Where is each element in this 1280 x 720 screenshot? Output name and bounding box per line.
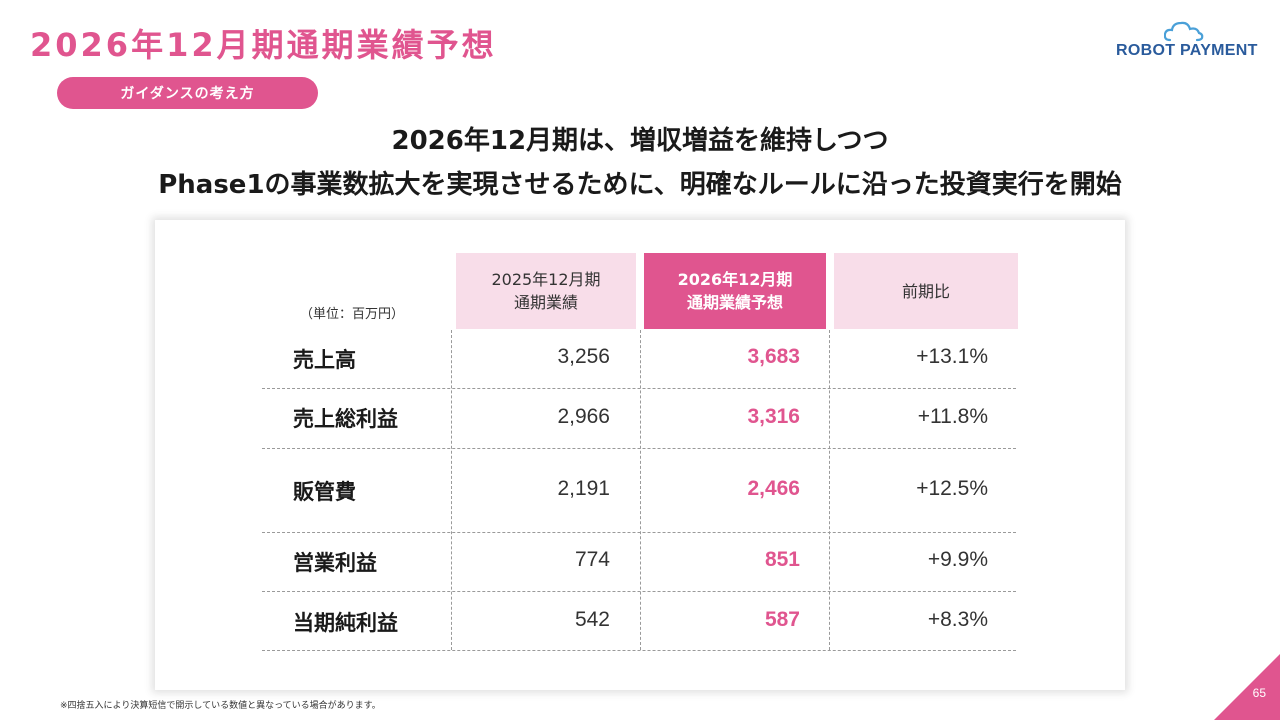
headline-line-2: Phase1の事業数拡大を実現させるために、明確なルールに沿った投資実行を開始 [158, 170, 1122, 200]
cell-fy2026: 3,683 [747, 345, 800, 368]
column-header-line: 前期比 [901, 281, 950, 301]
cell-yoy: +11.8% [917, 405, 988, 428]
cell-yoy: +13.1% [916, 345, 988, 368]
row-divider [262, 532, 1016, 533]
corner-triangle-decoration [1214, 654, 1280, 720]
cell-yoy: +9.9% [927, 548, 988, 571]
cell-yoy: +12.5% [916, 477, 988, 500]
unit-label: （単位：百万円） [300, 307, 405, 322]
row-label-sales: 売上高 [293, 348, 356, 372]
footnote: ※四捨五入により決算短信で開示している数値と異なっている場合があります。 [60, 701, 381, 711]
cell-fy2025: 3,256 [557, 345, 610, 368]
row-label-sga: 販管費 [293, 480, 356, 504]
row-divider [262, 591, 1016, 592]
cell-fy2026: 851 [764, 548, 800, 571]
logo-text: ROBOT PAYMENT [1116, 42, 1258, 59]
cell-fy2025: 542 [574, 608, 610, 631]
row-label-gross-profit: 売上総利益 [293, 407, 398, 431]
column-divider [829, 330, 830, 650]
row-divider [262, 388, 1016, 389]
row-label-net-income: 当期純利益 [293, 611, 398, 635]
page-number: 65 [1252, 686, 1266, 700]
column-header-line: 通期業績 [513, 293, 578, 312]
column-divider [451, 330, 452, 650]
column-divider [640, 330, 641, 650]
row-label-operating-profit: 営業利益 [293, 551, 377, 575]
cell-fy2025: 2,191 [557, 477, 610, 500]
column-header-yoy: 前期比 [834, 253, 1018, 329]
headline-line-1: 2026年12月期は、増収増益を維持しつつ [391, 126, 889, 156]
cloud-icon [1164, 21, 1204, 42]
cell-fy2026: 587 [764, 608, 800, 631]
cell-fy2025: 774 [574, 548, 610, 571]
column-header-line: 2025年12月期 [491, 270, 601, 289]
page-title: 2026年12月期通期業績予想 [30, 26, 497, 64]
cell-fy2026: 2,466 [747, 477, 800, 500]
cell-fy2026: 3,316 [747, 405, 800, 428]
company-logo: ROBOT PAYMENT [1112, 20, 1262, 65]
cell-yoy: +8.3% [927, 608, 988, 631]
column-header-fy2025: 2025年12月期 通期業績 [456, 253, 636, 329]
cell-fy2025: 2,966 [557, 405, 610, 428]
section-pill: ガイダンスの考え方 [57, 77, 318, 109]
row-divider [262, 448, 1016, 449]
column-header-line: 2026年12月期 [677, 270, 793, 289]
column-header-fy2026-forecast: 2026年12月期 通期業績予想 [644, 253, 826, 329]
row-divider [262, 650, 1016, 651]
column-header-line: 通期業績予想 [686, 293, 783, 312]
